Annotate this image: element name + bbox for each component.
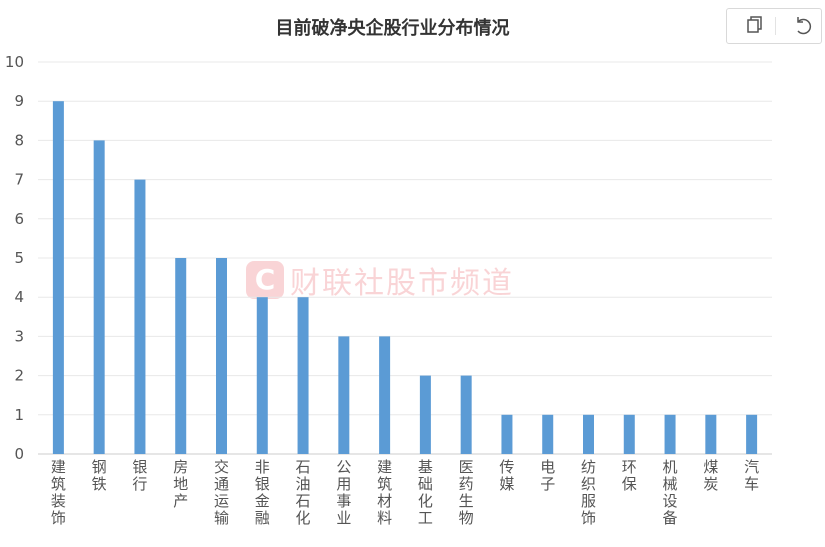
bar [256, 297, 268, 454]
bar [338, 336, 350, 454]
watermark: C 财联社股市频道 [246, 258, 514, 302]
bar [297, 297, 309, 454]
y-tick-label: 3 [14, 327, 24, 345]
y-tick-label: 4 [14, 288, 24, 306]
bar [664, 414, 676, 454]
x-tick-label: 纺织服饰 [581, 458, 596, 527]
bar [460, 375, 472, 454]
bar [542, 414, 554, 454]
bar [175, 258, 187, 454]
x-tick-label: 钢铁 [92, 458, 107, 493]
bar [134, 179, 146, 454]
x-tick-label: 建筑装饰 [51, 458, 66, 527]
x-tick-label: 公用事业 [336, 458, 351, 527]
toolbox-divider [775, 17, 776, 35]
y-tick-label: 1 [14, 406, 24, 424]
restore-icon [797, 17, 812, 35]
bar [705, 414, 717, 454]
y-tick-label: 6 [14, 210, 24, 228]
watermark-text: 财联社股市频道 [290, 266, 514, 301]
x-tick-label: 银行 [132, 458, 147, 493]
x-tick-label: 机械设备 [663, 458, 678, 527]
copy-icon [747, 16, 762, 33]
restore-button[interactable] [789, 13, 817, 39]
y-tick-label: 0 [14, 445, 24, 463]
bar [93, 140, 105, 454]
x-tick-label: 医药生物 [459, 458, 474, 527]
bar [52, 101, 64, 454]
x-tick-label: 建筑材料 [377, 458, 392, 527]
bar [746, 414, 758, 454]
x-tick-label: 交通运输 [214, 458, 229, 527]
y-tick-label: 10 [5, 53, 24, 71]
x-tick-label: 传媒 [499, 458, 514, 493]
bar [501, 414, 513, 454]
bar [419, 375, 431, 454]
y-tick-label: 7 [14, 171, 24, 189]
y-tick-label: 5 [14, 249, 24, 267]
chart-title: 目前破净央企股行业分布情况 [275, 18, 510, 39]
y-tick-label: 9 [14, 92, 24, 110]
x-tick-label: 环保 [622, 458, 637, 493]
bar [216, 258, 227, 454]
y-tick-label: 2 [14, 367, 24, 385]
x-tick-label: 煤炭 [703, 458, 718, 493]
x-tick-label: 房地产 [173, 458, 188, 510]
x-tick-label: 基础化工 [418, 458, 433, 527]
chart-toolbox [726, 8, 822, 44]
copy-button[interactable] [739, 13, 767, 39]
x-tick-label: 石油石化 [296, 458, 311, 527]
x-tick-label: 汽车 [744, 458, 759, 493]
bar [583, 414, 594, 454]
bar [623, 414, 635, 454]
watermark-logo: C [246, 261, 284, 299]
x-tick-label: 非银金融 [255, 458, 270, 527]
y-tick-label: 8 [14, 131, 24, 149]
bar [379, 336, 391, 454]
x-tick-label: 电子 [540, 458, 555, 493]
